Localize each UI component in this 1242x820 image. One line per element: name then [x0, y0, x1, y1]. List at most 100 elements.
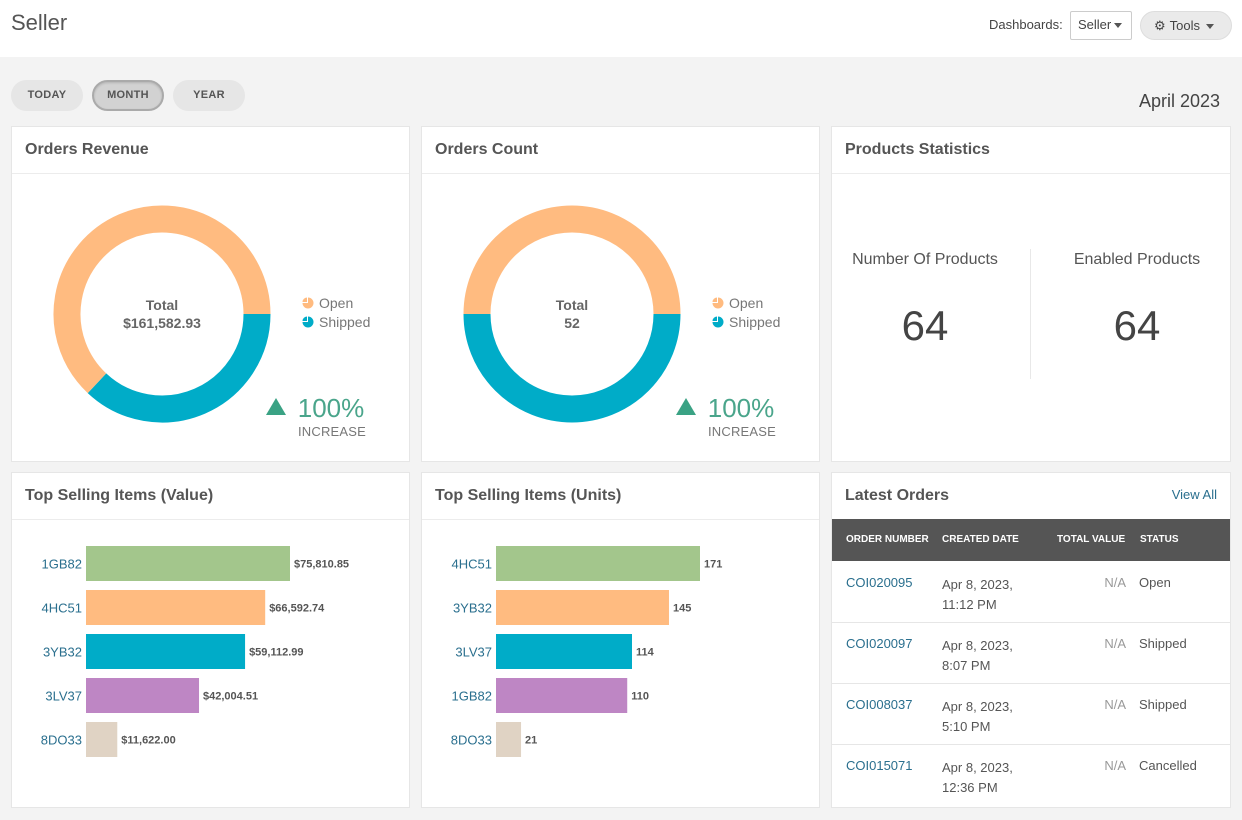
order-number-link[interactable]: COI015071: [846, 758, 913, 773]
bar-category-label[interactable]: 3LV37: [455, 645, 492, 660]
donut-center: Total 52: [512, 296, 632, 332]
order-date-line2: 5:10 PM: [942, 719, 991, 734]
top-selling-value-chart: 1GB82 $75,810.85 4HC51 $66,592.74 3YB32 $59,1…: [41, 546, 349, 757]
card-title: Products Statistics: [845, 141, 990, 158]
bar-value-label: $59,112.99: [249, 647, 303, 659]
bar[interactable]: [86, 678, 200, 713]
legend-item-open[interactable]: Open: [712, 294, 780, 313]
legend-label: Open: [729, 295, 764, 311]
bar-category-label[interactable]: 1GB82: [452, 689, 492, 704]
order-date: Apr 8, 2023, 11:12 PM: [942, 575, 1013, 615]
bar[interactable]: [86, 722, 118, 757]
pie-chart-icon: [712, 297, 724, 309]
bar-category-label[interactable]: 4HC51: [452, 557, 492, 572]
donut-slice-open[interactable]: [53, 205, 271, 394]
order-date-line1: Apr 8, 2023,: [942, 699, 1013, 714]
divider: [422, 519, 819, 520]
legend-item-shipped[interactable]: Shipped: [712, 313, 780, 332]
increase-indicator: 100% INCREASE: [253, 393, 377, 439]
pie-chart-icon: [302, 316, 314, 328]
bar-category-label[interactable]: 8DO33: [451, 733, 492, 748]
column-header-total-value[interactable]: TOTAL VALUE: [1057, 534, 1126, 545]
view-all-link[interactable]: View All: [1171, 487, 1217, 502]
increase-label: INCREASE: [707, 424, 777, 439]
arrow-up-icon: [265, 398, 286, 415]
order-status: Shipped: [1139, 697, 1187, 712]
card-title: Top Selling Items (Value): [25, 487, 214, 504]
donut-slice-shipped[interactable]: [87, 313, 271, 423]
orders-count-card: Orders Count Total 52 Open Shipped 100% …: [421, 126, 820, 462]
bar-category-label[interactable]: 3YB32: [43, 645, 82, 660]
legend-label: Shipped: [319, 314, 371, 330]
bar-value-label: 21: [525, 735, 537, 747]
column-header-order-number[interactable]: ORDER NUMBER: [846, 534, 929, 545]
tab-month[interactable]: MONTH: [92, 80, 164, 111]
stat-value: 64: [1113, 302, 1161, 349]
table-row: COI020095 Apr 8, 2023, 11:12 PM N/A Open: [832, 562, 1230, 623]
bar[interactable]: [496, 678, 628, 713]
increase-indicator: 100% INCREASE: [663, 393, 787, 439]
table-row: COI020097 Apr 8, 2023, 8:07 PM N/A Shippe…: [832, 623, 1230, 684]
tools-button[interactable]: ⚙ Tools: [1140, 11, 1232, 40]
bar[interactable]: [496, 634, 632, 669]
chart-legend: Open Shipped: [302, 294, 370, 332]
orders-count-donut: [463, 205, 681, 423]
stat-label: Enabled Products: [1073, 251, 1201, 268]
bar-value-label: 110: [631, 691, 649, 703]
latest-orders-card: Latest Orders View All ORDER NUMBER CREA…: [831, 472, 1231, 808]
increase-percent: 100%: [707, 393, 775, 423]
bar-value-label: 171: [704, 559, 722, 571]
order-status: Cancelled: [1139, 758, 1197, 773]
order-date-line2: 8:07 PM: [942, 658, 991, 673]
column-header-status[interactable]: STATUS: [1140, 534, 1179, 545]
bar[interactable]: [86, 634, 246, 669]
bar-value-label: 145: [673, 603, 691, 615]
order-number-link[interactable]: COI020095: [846, 575, 913, 590]
bar[interactable]: [496, 722, 522, 757]
order-date: Apr 8, 2023, 5:10 PM: [942, 697, 1013, 737]
caret-down-icon: [1206, 24, 1215, 30]
bar-value-label: $42,004.51: [203, 691, 258, 703]
divider: [1030, 249, 1031, 379]
dashboard-select[interactable]: Seller: [1070, 11, 1132, 40]
caret-down-icon: [1114, 23, 1123, 29]
tab-today[interactable]: TODAY: [11, 80, 83, 111]
divider: [832, 173, 1230, 174]
donut-center-value: 52: [564, 315, 580, 331]
bar[interactable]: [496, 590, 669, 625]
order-date: Apr 8, 2023, 8:07 PM: [942, 636, 1013, 676]
legend-item-open[interactable]: Open: [302, 294, 370, 313]
bar-category-label[interactable]: 1GB82: [42, 557, 82, 572]
bar-category-label[interactable]: 8DO33: [41, 733, 82, 748]
bar[interactable]: [86, 546, 290, 581]
donut-center-value: $161,582.93: [123, 315, 201, 331]
pie-chart-icon: [302, 297, 314, 309]
order-number-link[interactable]: COI008037: [846, 697, 913, 712]
card-title: Top Selling Items (Units): [435, 487, 622, 504]
divider: [12, 519, 409, 520]
tab-year[interactable]: YEAR: [173, 80, 245, 111]
gear-icon: ⚙: [1154, 18, 1166, 33]
bar-category-label[interactable]: 3LV37: [45, 689, 82, 704]
bar[interactable]: [86, 590, 266, 625]
table-row: COI015071 Apr 8, 2023, 12:36 PM N/A Cance…: [832, 745, 1230, 806]
donut-center-label: Total: [145, 297, 179, 313]
pie-chart-icon: [712, 316, 724, 328]
bar-value-label: $66,592.74: [269, 603, 325, 615]
order-number-link[interactable]: COI020097: [846, 636, 913, 651]
legend-item-shipped[interactable]: Shipped: [302, 313, 370, 332]
increase-label: INCREASE: [297, 424, 367, 439]
donut-slice-open[interactable]: [463, 205, 681, 315]
donut-center: Total $161,582.93: [102, 296, 222, 332]
bar-category-label[interactable]: 3YB32: [453, 601, 492, 616]
column-header-created-date[interactable]: CREATED DATE: [942, 534, 1019, 545]
bar-category-label[interactable]: 4HC51: [42, 601, 82, 616]
order-date-line2: 12:36 PM: [942, 780, 998, 795]
dashboard-select-value: Seller: [1078, 17, 1112, 32]
top-selling-units-chart: 4HC51 171 3YB32 145 3LV37 114 1GB82 110 8DO33 21: [451, 546, 722, 757]
donut-slice-shipped[interactable]: [463, 313, 681, 423]
bar[interactable]: [496, 546, 700, 581]
order-status: Open: [1139, 575, 1171, 590]
period-label: April 2023: [1138, 91, 1220, 111]
order-date: Apr 8, 2023, 12:36 PM: [942, 758, 1013, 798]
